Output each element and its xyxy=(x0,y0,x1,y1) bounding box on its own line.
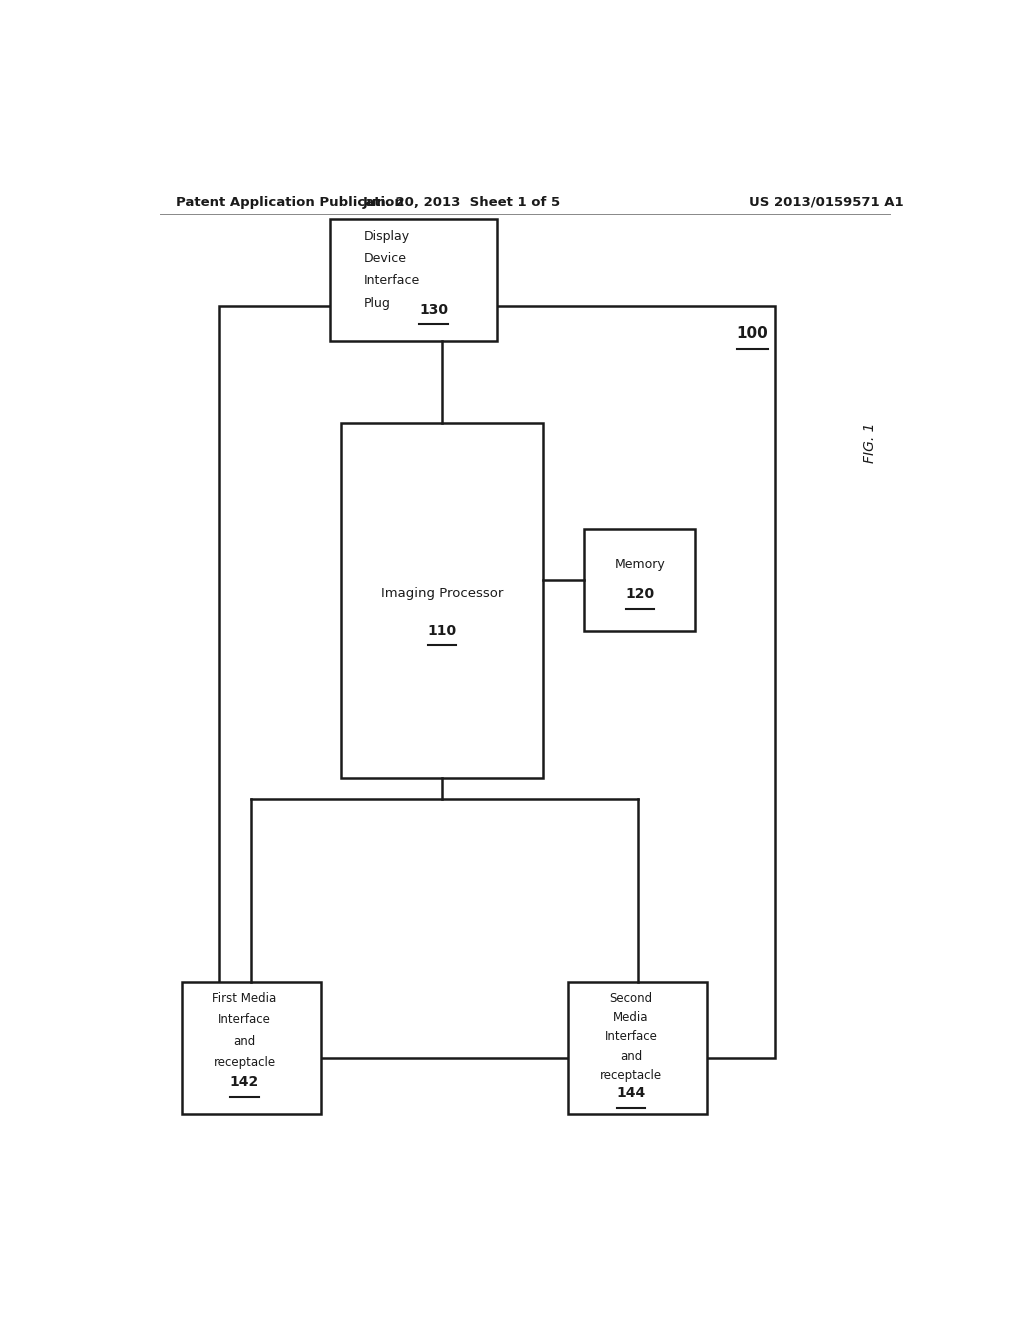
Text: Interface: Interface xyxy=(218,1014,271,1026)
Text: Imaging Processor: Imaging Processor xyxy=(381,587,503,599)
Text: 142: 142 xyxy=(229,1076,259,1089)
Bar xyxy=(331,219,497,342)
Text: Second: Second xyxy=(609,991,652,1005)
Text: receptacle: receptacle xyxy=(213,1056,275,1069)
Bar xyxy=(341,422,543,779)
Text: receptacle: receptacle xyxy=(600,1069,662,1082)
Bar xyxy=(219,306,775,1057)
Bar xyxy=(182,982,321,1114)
Text: Jun. 20, 2013  Sheet 1 of 5: Jun. 20, 2013 Sheet 1 of 5 xyxy=(362,195,560,209)
Text: Patent Application Publication: Patent Application Publication xyxy=(176,195,403,209)
Text: 120: 120 xyxy=(626,587,654,602)
Text: Display: Display xyxy=(364,230,410,243)
Bar xyxy=(568,982,708,1114)
Bar xyxy=(585,529,695,631)
Text: Device: Device xyxy=(364,252,407,265)
Text: Plug: Plug xyxy=(364,297,390,310)
Text: Media: Media xyxy=(613,1011,648,1024)
Text: FIG. 1: FIG. 1 xyxy=(863,422,877,463)
Text: 110: 110 xyxy=(427,624,457,638)
Text: 144: 144 xyxy=(616,1086,645,1101)
Text: US 2013/0159571 A1: US 2013/0159571 A1 xyxy=(749,195,904,209)
Text: Interface: Interface xyxy=(364,275,420,288)
Text: and: and xyxy=(233,1035,256,1048)
Text: First Media: First Media xyxy=(212,991,276,1005)
Text: Memory: Memory xyxy=(614,558,666,572)
Text: 100: 100 xyxy=(736,326,768,341)
Text: 130: 130 xyxy=(419,302,449,317)
Text: Interface: Interface xyxy=(604,1031,657,1044)
Text: and: and xyxy=(620,1049,642,1063)
